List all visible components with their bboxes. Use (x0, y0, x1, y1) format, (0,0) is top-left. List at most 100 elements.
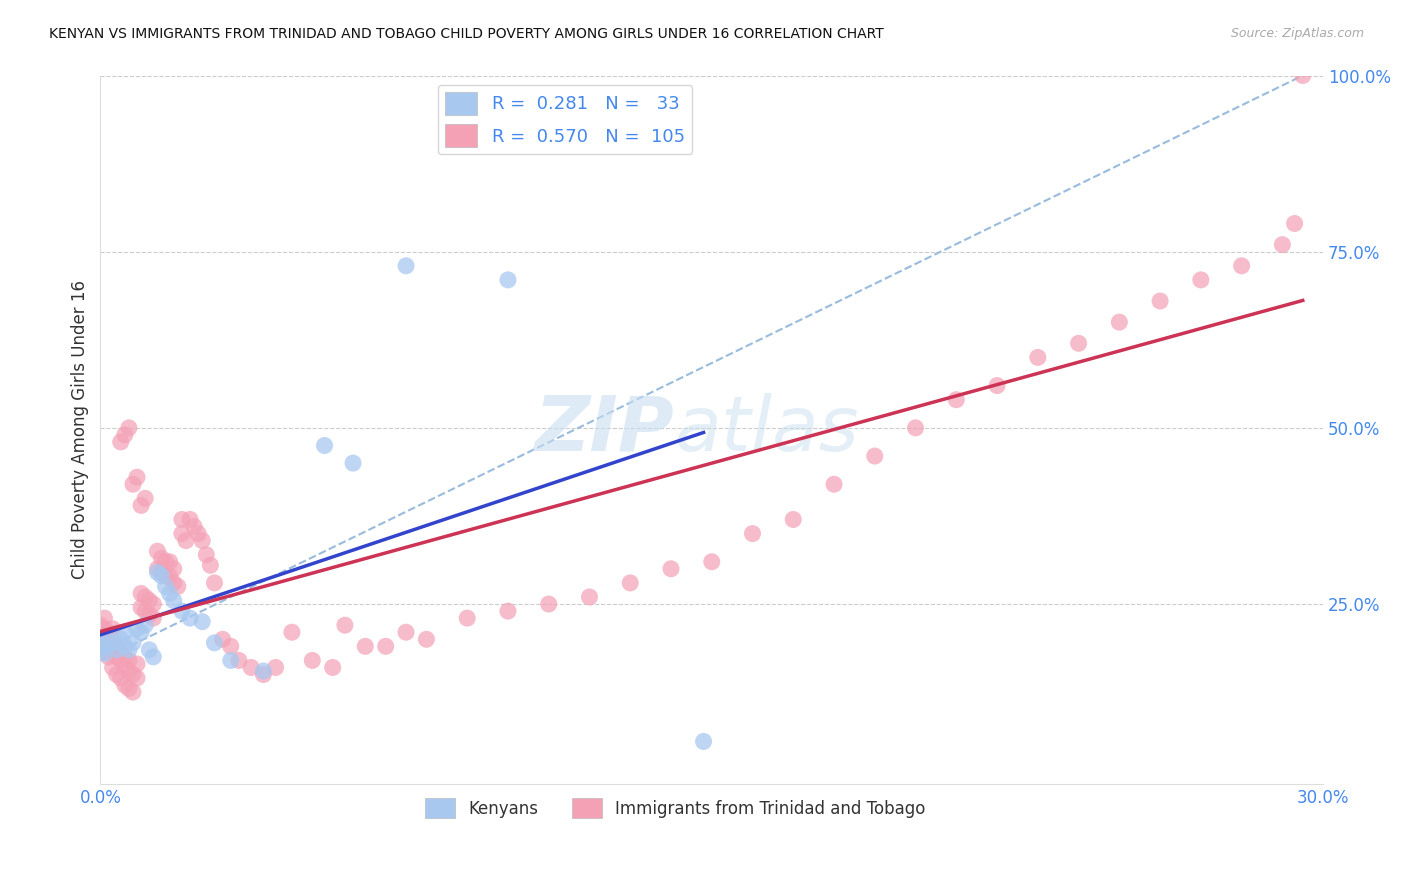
Point (125, 622, 148, 636)
Point (97, 649, 120, 664)
Point (187, 526, 209, 541)
Text: atlas: atlas (675, 392, 859, 467)
Point (122, 667, 145, 681)
Point (155, 569, 177, 583)
Point (93, 643, 115, 657)
Text: Source: ZipAtlas.com: Source: ZipAtlas.com (1230, 27, 1364, 40)
Point (129, 600, 152, 615)
Point (142, 649, 165, 664)
Point (134, 618, 156, 632)
Point (354, 640, 377, 654)
Point (93, 611, 115, 625)
Point (163, 562, 186, 576)
Point (700, 555, 723, 569)
Point (122, 477, 145, 491)
Point (1108, 315, 1130, 329)
Point (191, 615, 214, 629)
Point (986, 378, 1008, 392)
Point (374, 640, 396, 654)
Point (97, 632, 120, 647)
Point (101, 636, 124, 650)
Point (93, 622, 115, 636)
Point (163, 575, 186, 590)
Point (138, 643, 160, 657)
Point (89, 636, 111, 650)
Point (281, 625, 304, 640)
Point (342, 456, 364, 470)
Point (741, 526, 763, 541)
Point (496, 273, 519, 287)
Point (110, 671, 132, 685)
Point (138, 607, 160, 622)
Point (150, 569, 173, 583)
Point (146, 544, 169, 558)
Point (105, 649, 128, 664)
Point (134, 491, 156, 506)
Point (1284, 217, 1306, 231)
Point (863, 449, 886, 463)
Point (659, 562, 682, 576)
Point (219, 653, 242, 667)
Point (114, 678, 136, 692)
Point (179, 611, 201, 625)
Point (125, 671, 148, 685)
Point (578, 590, 600, 604)
Point (166, 579, 188, 593)
Point (211, 632, 233, 647)
Point (122, 685, 145, 699)
Point (204, 636, 226, 650)
Point (129, 625, 152, 640)
Point (456, 611, 478, 625)
Point (125, 470, 148, 484)
Point (200, 558, 222, 573)
Point (93, 632, 115, 647)
Point (114, 640, 136, 654)
Point (782, 512, 804, 526)
Point (170, 526, 193, 541)
Point (155, 579, 177, 593)
Point (129, 499, 152, 513)
Point (170, 604, 193, 618)
Point (118, 421, 141, 435)
Point (97, 625, 120, 640)
Point (118, 681, 141, 696)
Point (195, 548, 218, 562)
Point (93, 646, 115, 660)
Point (219, 640, 242, 654)
Point (125, 657, 148, 671)
Point (333, 618, 356, 632)
Point (301, 653, 323, 667)
Point (105, 667, 128, 681)
Point (101, 643, 124, 657)
Point (150, 551, 173, 566)
Point (174, 533, 197, 548)
Point (118, 653, 141, 667)
Point (114, 625, 136, 640)
Point (110, 434, 132, 449)
Point (496, 604, 519, 618)
Point (138, 593, 160, 607)
Point (118, 664, 141, 678)
Point (264, 660, 287, 674)
Point (114, 660, 136, 674)
Point (110, 653, 132, 667)
Point (146, 562, 169, 576)
Point (101, 622, 124, 636)
Point (823, 477, 845, 491)
Point (93, 640, 115, 654)
Point (146, 566, 169, 580)
Point (89, 625, 111, 640)
Point (619, 575, 641, 590)
Point (904, 421, 927, 435)
Point (114, 428, 136, 442)
Point (314, 438, 336, 452)
Point (252, 667, 274, 681)
Point (89, 618, 111, 632)
Point (155, 555, 177, 569)
Point (322, 660, 344, 674)
Point (183, 519, 205, 533)
Point (179, 512, 201, 526)
Point (204, 575, 226, 590)
Point (118, 643, 141, 657)
Point (1292, 69, 1315, 83)
